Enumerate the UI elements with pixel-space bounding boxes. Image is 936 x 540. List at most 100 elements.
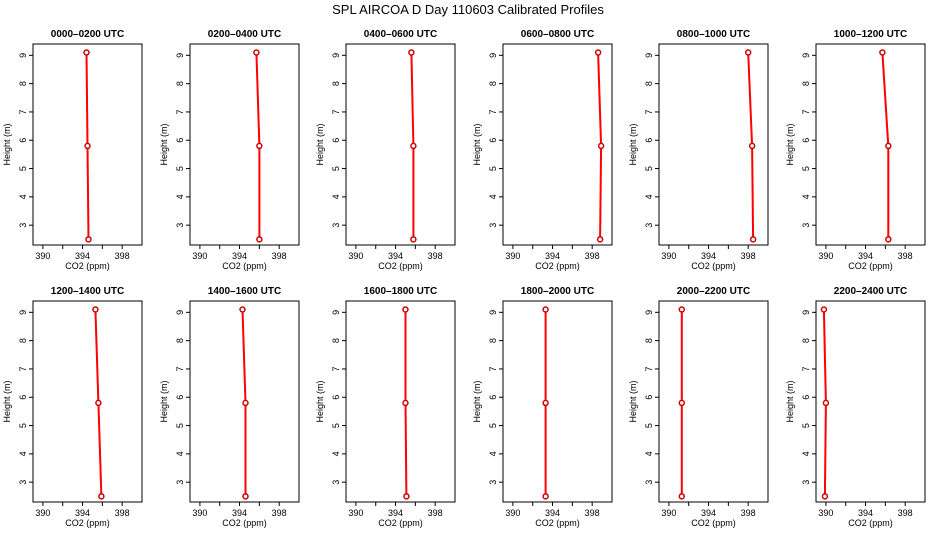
y-tick-label: 4 bbox=[488, 451, 498, 456]
y-tick-label: 4 bbox=[331, 194, 341, 199]
y-tick-label: 3 bbox=[175, 480, 185, 485]
profile-panel: 1800–2000 UTC 390 394 398 3 4 5 6 7 8 9 CO2 (ppm) He… bbox=[472, 286, 613, 528]
y-tick-label: 6 bbox=[801, 138, 811, 143]
y-tick-label: 3 bbox=[644, 480, 654, 485]
data-point bbox=[256, 142, 263, 150]
panel-title: 1000–1200 UTC bbox=[834, 29, 907, 40]
y-tick-label: 4 bbox=[644, 451, 654, 456]
y-tick-label: 5 bbox=[801, 423, 811, 428]
profile-panel: 0200–0400 UTC 390 394 398 3 4 5 6 7 8 9 CO2 (ppm) He… bbox=[159, 29, 300, 271]
x-tick-label: 390 bbox=[661, 251, 676, 261]
panel-title: 0200–0400 UTC bbox=[208, 29, 281, 40]
y-tick-label: 3 bbox=[331, 480, 341, 485]
y-tick-label: 7 bbox=[644, 366, 654, 371]
y-tick-label: 7 bbox=[175, 109, 185, 114]
y-tick-label: 4 bbox=[331, 451, 341, 456]
y-tick-label: 8 bbox=[175, 338, 185, 343]
plot-frame bbox=[658, 43, 769, 246]
x-axis-label: CO2 (ppm) bbox=[378, 518, 423, 528]
x-tick-label: 390 bbox=[818, 508, 833, 518]
y-tick-label: 5 bbox=[644, 166, 654, 171]
x-tick-label: 390 bbox=[35, 251, 50, 261]
plot-frame bbox=[189, 300, 300, 503]
y-tick-label: 7 bbox=[488, 109, 498, 114]
x-tick-label: 394 bbox=[232, 508, 247, 518]
data-point bbox=[410, 142, 417, 150]
x-tick-label: 390 bbox=[192, 251, 207, 261]
data-point bbox=[256, 236, 263, 243]
y-tick-label: 6 bbox=[644, 395, 654, 400]
y-tick-label: 8 bbox=[644, 81, 654, 86]
y-axis-label: Height (m) bbox=[315, 380, 325, 422]
x-tick-label: 394 bbox=[545, 251, 560, 261]
x-tick-label: 394 bbox=[858, 251, 873, 261]
y-tick-label: 3 bbox=[18, 223, 28, 228]
panel-title: 0400–0600 UTC bbox=[364, 29, 437, 40]
x-tick-label: 394 bbox=[75, 508, 90, 518]
plot-frame bbox=[32, 300, 143, 503]
data-point bbox=[253, 49, 260, 56]
profile-panel: 2200–2400 UTC 390 394 398 3 4 5 6 7 8 9 CO2 (ppm) He… bbox=[785, 286, 926, 528]
y-tick-label: 9 bbox=[18, 53, 28, 58]
y-axis-label: Height (m) bbox=[315, 123, 325, 165]
x-axis-label: CO2 (ppm) bbox=[691, 261, 736, 271]
x-tick-label: 398 bbox=[741, 508, 756, 518]
data-point bbox=[410, 236, 417, 243]
x-tick-label: 390 bbox=[348, 251, 363, 261]
x-tick-label: 398 bbox=[272, 508, 287, 518]
data-point bbox=[820, 306, 828, 313]
y-tick-label: 6 bbox=[175, 138, 185, 143]
data-point bbox=[239, 306, 246, 313]
y-tick-label: 5 bbox=[175, 423, 185, 428]
x-tick-label: 394 bbox=[232, 251, 247, 261]
data-point bbox=[402, 399, 409, 407]
y-tick-label: 7 bbox=[644, 109, 654, 114]
y-tick-label: 9 bbox=[488, 53, 498, 58]
y-axis-label: Height (m) bbox=[628, 380, 638, 422]
y-axis-label: Height (m) bbox=[472, 380, 482, 422]
panel-title: 1600–1800 UTC bbox=[364, 286, 437, 297]
y-tick-label: 8 bbox=[644, 338, 654, 343]
y-tick-label: 7 bbox=[801, 366, 811, 371]
x-axis-label: CO2 (ppm) bbox=[222, 518, 267, 528]
y-tick-label: 5 bbox=[331, 423, 341, 428]
data-point bbox=[885, 142, 892, 150]
x-axis-label: CO2 (ppm) bbox=[848, 518, 893, 528]
y-axis-label: Height (m) bbox=[159, 123, 169, 165]
y-tick-label: 5 bbox=[331, 166, 341, 171]
data-point bbox=[744, 49, 752, 56]
data-point bbox=[678, 399, 686, 407]
y-tick-label: 8 bbox=[18, 81, 28, 86]
x-tick-label: 398 bbox=[428, 251, 443, 261]
plot-frame bbox=[32, 43, 143, 246]
panel-title: 1800–2000 UTC bbox=[521, 286, 594, 297]
x-tick-label: 398 bbox=[272, 251, 287, 261]
data-point bbox=[678, 493, 686, 500]
x-tick-label: 394 bbox=[75, 251, 90, 261]
x-axis-label: CO2 (ppm) bbox=[65, 261, 110, 271]
x-tick-label: 394 bbox=[545, 508, 560, 518]
data-point bbox=[403, 493, 410, 500]
x-tick-label: 390 bbox=[35, 508, 50, 518]
y-tick-label: 3 bbox=[488, 480, 498, 485]
data-point bbox=[83, 49, 90, 56]
data-point bbox=[402, 306, 409, 313]
x-tick-label: 390 bbox=[661, 508, 676, 518]
profile-panel: 1600–1800 UTC 390 394 398 3 4 5 6 7 8 9 CO2 (ppm) He… bbox=[315, 286, 456, 528]
data-point bbox=[85, 236, 92, 243]
x-tick-label: 390 bbox=[505, 508, 520, 518]
y-tick-label: 4 bbox=[801, 194, 811, 199]
profile-panel: 2000–2200 UTC 390 394 398 3 4 5 6 7 8 9 CO2 (ppm) He… bbox=[628, 286, 769, 528]
data-point bbox=[821, 493, 829, 500]
profile-panel: 1200–1400 UTC 390 394 398 3 4 5 6 7 8 9 CO2 (ppm) He… bbox=[2, 286, 143, 528]
y-tick-label: 5 bbox=[488, 166, 498, 171]
y-tick-label: 8 bbox=[331, 338, 341, 343]
panel-title: 0000–0200 UTC bbox=[51, 29, 124, 40]
data-point bbox=[242, 493, 249, 500]
y-tick-label: 4 bbox=[801, 451, 811, 456]
data-point bbox=[678, 306, 686, 313]
y-axis-label: Height (m) bbox=[785, 380, 795, 422]
y-tick-label: 8 bbox=[488, 81, 498, 86]
y-tick-label: 8 bbox=[18, 338, 28, 343]
y-tick-label: 9 bbox=[175, 53, 185, 58]
